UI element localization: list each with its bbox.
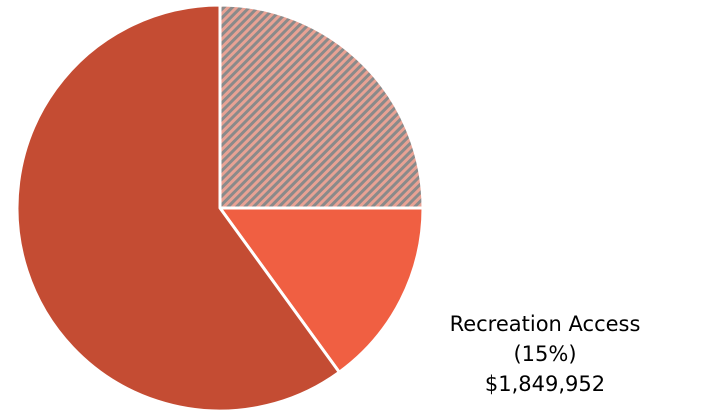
slice-amount: $1,849,952 xyxy=(485,372,605,396)
pie-slice xyxy=(15,3,341,413)
slice-label: Recreation Access xyxy=(450,312,641,336)
slice-percent: (15%) xyxy=(513,342,576,366)
pie-slice xyxy=(218,206,425,374)
pie-slice xyxy=(218,3,425,210)
